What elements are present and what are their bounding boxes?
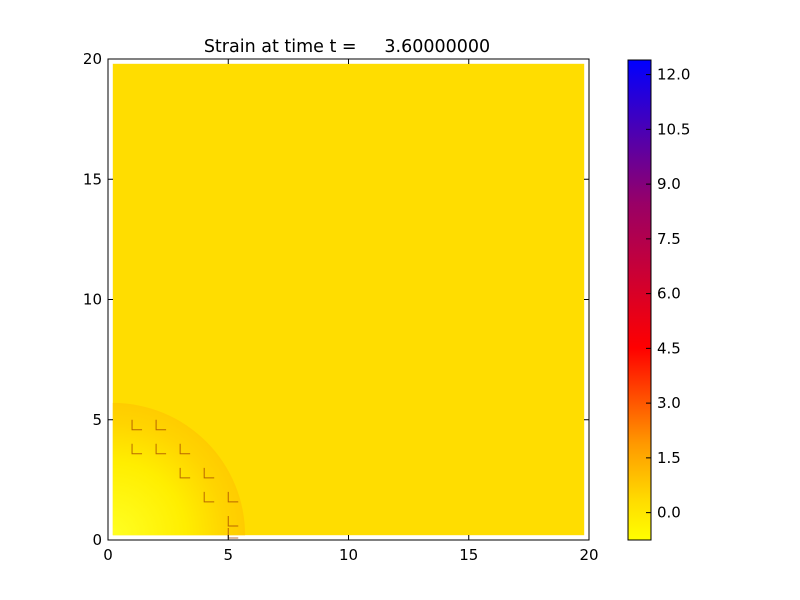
field-cell-edge <box>203 467 215 479</box>
strain-field <box>112 63 585 539</box>
colorbar-tick-label: 12.0 <box>657 66 690 84</box>
y-tick-label: 15 <box>83 170 102 188</box>
colorbar-tick-label: 9.0 <box>657 175 681 193</box>
x-tick-label: 10 <box>339 546 358 564</box>
field-cell-edge <box>155 419 167 431</box>
colorbar-tick-label: 7.5 <box>657 230 681 248</box>
y-tick-label: 20 <box>83 50 102 68</box>
y-tick-label: 10 <box>83 291 102 309</box>
y-axis: 0 5 10 15 20 <box>83 50 589 549</box>
x-axis: 0 5 10 15 20 <box>103 59 599 564</box>
field-cell-edge <box>179 467 191 479</box>
chart-title: Strain at time t = 3.60000000 <box>204 37 490 57</box>
colorbar-tick-label: 1.5 <box>657 449 681 467</box>
field-cell-edge <box>131 419 143 431</box>
x-tick-label: 0 <box>103 546 113 564</box>
colorbar-ticks: 0.0 1.5 3.0 4.5 6.0 7.5 9.0 10.5 12.0 <box>646 66 690 522</box>
field-cell-edge <box>227 515 239 527</box>
colorbar-tick-label: 0.0 <box>657 504 681 522</box>
colorbar-tick-label: 6.0 <box>657 285 681 303</box>
field-cell-edge <box>179 443 191 455</box>
x-tick-label: 15 <box>459 546 478 564</box>
plot-area: 0 5 10 15 20 0 5 10 15 20 <box>83 50 599 564</box>
colorbar-gradient <box>627 59 652 541</box>
y-tick-label: 0 <box>92 531 102 549</box>
field-cell-edge <box>131 443 143 455</box>
colorbar: 0.0 1.5 3.0 4.5 6.0 7.5 9.0 10.5 12.0 <box>627 59 690 541</box>
field-cell-edge <box>227 491 239 503</box>
field-cell-edge <box>155 443 167 455</box>
x-tick-label: 5 <box>223 546 233 564</box>
x-tick-label: 20 <box>579 546 598 564</box>
colorbar-tick-label: 3.0 <box>657 394 681 412</box>
colorbar-tick-label: 4.5 <box>657 339 681 357</box>
colorbar-tick-label: 10.5 <box>657 120 690 138</box>
field-cell-edge <box>203 491 215 503</box>
y-tick-label: 5 <box>92 411 102 429</box>
